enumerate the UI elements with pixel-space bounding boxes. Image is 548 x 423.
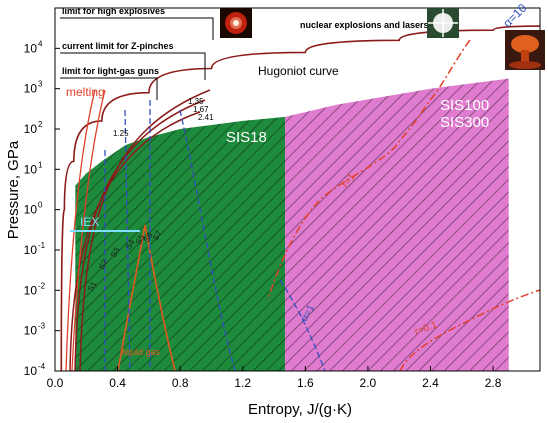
s-label: S3 xyxy=(109,246,122,259)
s-label: S6 xyxy=(142,231,155,244)
label-iso-167: 1.67 xyxy=(193,105,209,114)
lightgas-arrow xyxy=(60,77,158,100)
iso-blue-5 xyxy=(279,279,326,371)
region-sis100-hatch xyxy=(284,78,509,371)
region-sis18-hatch xyxy=(75,116,285,371)
label-melting: melting xyxy=(66,85,105,99)
label-nuclear: nuclear explosions and lasers xyxy=(300,20,429,30)
melting-curve-2 xyxy=(71,89,106,371)
s-label: S7 xyxy=(151,229,164,242)
explosives-arrow xyxy=(60,17,214,40)
y-tick-label: 10 xyxy=(24,122,38,136)
photo-mushroom-cloud xyxy=(505,30,545,70)
x-tick-label: 2.4 xyxy=(422,376,439,390)
x-tick-label: 2.0 xyxy=(360,376,377,390)
y-tick-exponent: -4 xyxy=(38,362,46,371)
y-tick-label: 10 xyxy=(24,243,38,257)
y-tick-exponent: -3 xyxy=(38,322,46,331)
y-tick-label: 10 xyxy=(24,41,38,55)
label-iso-135: 1.35 xyxy=(188,97,204,106)
s-label: S2 xyxy=(97,258,110,271)
y-axis-title: Pressure, GPa xyxy=(5,140,22,239)
y-tick-label: 10 xyxy=(24,324,38,338)
label-sis300: SIS300 xyxy=(440,114,489,131)
x-ticks: 0.0 0.4 0.8 1.2 1.6 2.0 2.4 2.8 xyxy=(47,366,502,390)
y-tick-exponent: 1 xyxy=(38,160,43,169)
label-iso-125: 1.25 xyxy=(113,129,129,138)
y-tick-label: 10 xyxy=(24,364,38,378)
s-label: S4 xyxy=(124,238,137,251)
s-label: S5 xyxy=(134,233,147,246)
zpinch-arrow xyxy=(60,52,206,80)
photo-laser xyxy=(427,8,459,38)
label-sis100: SIS100 xyxy=(440,97,489,114)
label-zpinch: current limit for Z-pinches xyxy=(62,41,174,51)
label-iso-241: 2.41 xyxy=(198,113,214,122)
label-explosives: limit for high explosives xyxy=(62,6,165,16)
photo-explosive xyxy=(220,8,252,38)
x-tick-label: 0.0 xyxy=(47,376,64,390)
x-tick-label: 2.8 xyxy=(485,376,502,390)
x-tick-label: 0.4 xyxy=(109,376,126,390)
x-tick-label: 0.8 xyxy=(172,376,189,390)
y-tick-label: 10 xyxy=(24,82,38,96)
x-tick-label: 1.2 xyxy=(234,376,251,390)
s-label: S1 xyxy=(86,280,99,293)
label-hugoniot: Hugoniot curve xyxy=(258,64,339,78)
isentrope-1 xyxy=(69,111,201,371)
label-sis18: SIS18 xyxy=(226,129,267,146)
y-tick-label: 10 xyxy=(24,283,38,297)
r01-curve xyxy=(399,289,540,371)
x-tick-label: 1.6 xyxy=(297,376,314,390)
melting-curve-1 xyxy=(65,89,96,371)
iso-blue-4 xyxy=(179,109,236,371)
y-tick-exponent: -2 xyxy=(38,281,46,290)
y-tick-label: 10 xyxy=(24,162,38,176)
isentrope-2 xyxy=(74,99,206,371)
label-lightgas: limit for light-gas guns xyxy=(62,66,159,76)
liquid-gas-dome xyxy=(117,224,176,371)
y-tick-exponent: -1 xyxy=(38,241,46,250)
x-axis-title: Entropy, J/(g·K) xyxy=(248,401,352,418)
plot-frame xyxy=(54,7,541,372)
hugoniot-curve xyxy=(60,25,540,371)
isentrope-3 xyxy=(79,89,211,371)
y-tick-label: 10 xyxy=(24,203,38,217)
y-tick-exponent: 4 xyxy=(38,39,43,48)
y-tick-exponent: 0 xyxy=(38,201,43,210)
y-tick-exponent: 3 xyxy=(38,80,43,89)
y-tick-exponent: 2 xyxy=(38,120,43,129)
label-iex: IEX xyxy=(80,215,99,229)
label-liquid-gas: liquid gas xyxy=(122,347,161,357)
alpha10-curve xyxy=(267,39,471,301)
iso-blue-2 xyxy=(124,109,131,371)
